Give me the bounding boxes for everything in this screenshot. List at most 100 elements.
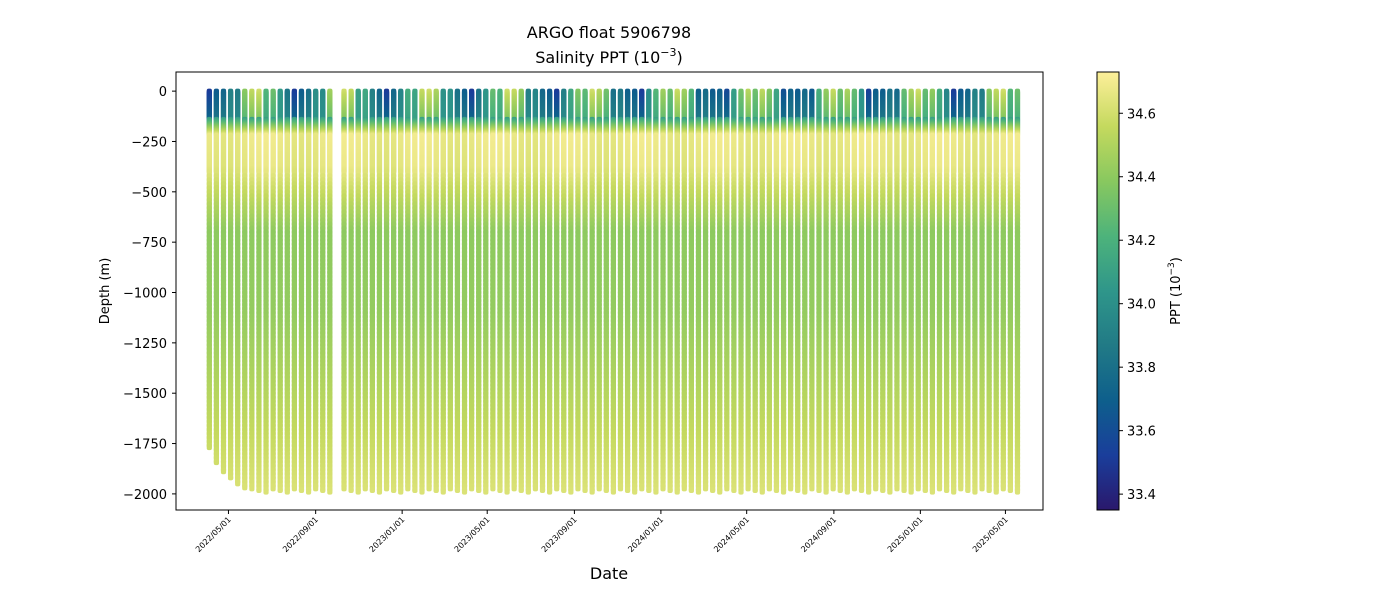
colorbar-tick-label: 33.4 (1127, 488, 1156, 503)
profile-column (624, 88, 631, 493)
y-tick-label: −2000 (123, 488, 167, 503)
profile-column (802, 88, 808, 495)
y-tick-label: 0 (159, 85, 167, 100)
y-axis: 0 −250 −500 −750 −1000 −1250 −1500 −1750 −2000 (123, 85, 176, 503)
profile-column (695, 88, 702, 495)
profile-column (887, 88, 893, 495)
profile-column (965, 88, 971, 493)
profile-column (873, 88, 879, 492)
y-tick-label: −1250 (123, 337, 167, 352)
profile-column (291, 88, 297, 492)
profile-column (341, 88, 347, 492)
profile-column (943, 88, 950, 493)
profile-column (242, 88, 248, 491)
profile-column (639, 88, 645, 492)
profile-column (809, 88, 815, 492)
profile-column (858, 88, 865, 493)
plot-frame (175, 71, 1044, 511)
x-axis: 2022/05/01 2022/09/01 2023/01/01 2023/05/01… (194, 510, 1010, 554)
profile-column (362, 88, 368, 492)
profile-column (490, 88, 496, 492)
profile-column (511, 88, 517, 492)
colorbar-label: PPT (10−3) (1167, 257, 1184, 325)
profile-column (795, 88, 801, 493)
profile-column (603, 88, 609, 493)
profile-column (313, 88, 319, 492)
profile-column (915, 88, 921, 492)
profile-column (1014, 88, 1021, 495)
profile-column (383, 88, 390, 492)
profile-column (702, 88, 709, 492)
profile-column (788, 88, 794, 492)
profile-column (766, 88, 772, 492)
colorbar-tick-label: 34.0 (1127, 298, 1156, 313)
profile-column (632, 88, 638, 495)
profile-column (773, 88, 780, 493)
profile-column (894, 88, 900, 492)
profile-column (277, 88, 283, 493)
profile-column (575, 88, 581, 492)
x-tick-label: 2024/01/01 (626, 515, 665, 554)
profile-column (596, 88, 602, 492)
profile-column (880, 88, 886, 493)
profile-column (376, 88, 383, 495)
profile-column (249, 88, 255, 492)
colorbar-ticks: 33.4 33.6 33.8 34.0 34.2 34.4 34.6 (1119, 107, 1156, 503)
profile-column (256, 88, 262, 493)
profile-column (568, 88, 574, 495)
profile-column (391, 88, 397, 493)
y-axis-label: Depth (m) (98, 258, 113, 325)
profile-column (582, 88, 588, 493)
profile-column (461, 88, 468, 495)
profile-column (447, 88, 453, 492)
profile-column (823, 88, 829, 495)
profile-column (263, 88, 269, 495)
profile-column (213, 88, 220, 466)
y-tick-label: −500 (131, 186, 167, 201)
profile-column (979, 88, 985, 492)
profile-column (1000, 88, 1006, 492)
profile-column (355, 88, 361, 495)
x-tick-label: 2023/09/01 (540, 515, 579, 554)
profile-column (469, 88, 475, 492)
profile-column (348, 88, 354, 493)
profile-column (674, 88, 680, 495)
profile-column (617, 88, 624, 492)
profile-column (220, 88, 227, 475)
profile-column (986, 88, 992, 493)
profile-column (922, 88, 928, 493)
colorbar-tick-label: 33.6 (1127, 425, 1156, 440)
y-tick-label: −1750 (123, 438, 167, 453)
y-tick-label: −250 (131, 135, 167, 150)
colorbar-tick-label: 33.8 (1127, 361, 1156, 376)
profile-column (412, 88, 418, 493)
x-tick-label: 2025/05/01 (971, 515, 1010, 554)
profile-column (908, 88, 914, 495)
x-tick-label: 2023/05/01 (453, 515, 492, 554)
profile-column (206, 88, 212, 451)
profile-column (660, 88, 666, 492)
profile-column (1007, 88, 1013, 493)
profile-column (227, 88, 234, 481)
chart-title: ARGO float 5906798 (527, 23, 691, 42)
profile-column (589, 88, 595, 495)
y-tick-label: −1000 (123, 287, 167, 302)
profile-column (759, 88, 765, 495)
profile-column (525, 88, 531, 495)
y-tick-label: −1500 (123, 387, 167, 402)
profile-column (653, 88, 659, 495)
y-tick-label: −750 (131, 236, 167, 251)
chart-subtitle: Salinity PPT (10−3) (535, 46, 683, 67)
profile-column (738, 88, 744, 495)
profile-column (532, 88, 539, 492)
profile-column (476, 88, 482, 493)
profile-column (752, 88, 758, 493)
colorbar-tick-label: 34.2 (1127, 234, 1156, 249)
profile-column (539, 88, 546, 493)
profile-column (710, 88, 716, 493)
profile-column (901, 88, 907, 493)
colorbar-tick-label: 34.4 (1127, 171, 1156, 186)
x-tick-label: 2024/05/01 (712, 515, 751, 554)
profile-column (561, 88, 567, 493)
profile-column (305, 88, 312, 495)
